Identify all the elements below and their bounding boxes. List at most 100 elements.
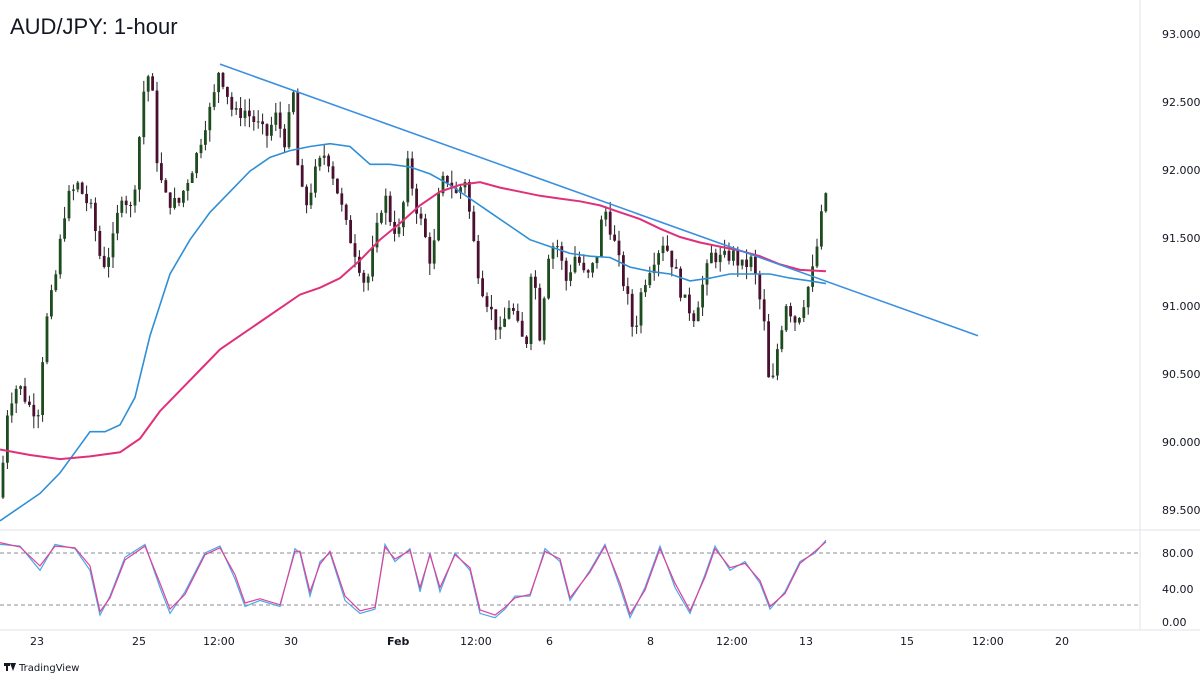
- candle-body: [652, 264, 656, 274]
- candle-body: [340, 193, 344, 205]
- x-tick-label: 12:00: [716, 635, 748, 648]
- candle-body: [727, 250, 731, 261]
- tradingview-logo-icon: [4, 663, 16, 671]
- candle-body: [507, 307, 511, 319]
- price-pane[interactable]: AUD/JPY: 1-hour: [0, 0, 1140, 530]
- y-tick-label: 89.500: [1162, 504, 1200, 517]
- candle-body: [309, 192, 313, 206]
- candle-body: [54, 274, 58, 291]
- candle-body: [758, 274, 762, 300]
- candle-body: [784, 306, 788, 331]
- candle-body: [573, 256, 577, 273]
- descending-trendline[interactable]: [219, 63, 979, 337]
- candle-body: [547, 258, 550, 299]
- candle-body: [490, 306, 493, 310]
- time-axis[interactable]: 23 25 12:00 30 Feb 12:00 6 8 12:00 13 15…: [0, 629, 1200, 648]
- moving-average-pink: [0, 181, 827, 461]
- candle-body: [151, 76, 154, 91]
- price-pane-background: [0, 0, 1140, 530]
- oscillator-pane[interactable]: 80.00 40.00 0.00: [0, 539, 1194, 629]
- candle-body: [639, 292, 643, 326]
- candle-body: [116, 212, 119, 234]
- candle-body: [6, 415, 9, 463]
- candle-body: [217, 72, 220, 93]
- candle-body: [349, 219, 352, 244]
- candle-body: [67, 190, 71, 219]
- chart-title: AUD/JPY: 1-hour: [10, 14, 178, 39]
- candle-body: [230, 96, 234, 110]
- candle-body: [380, 212, 383, 223]
- candle-body: [406, 158, 410, 203]
- candle-body: [762, 299, 766, 322]
- candle-body: [336, 178, 339, 194]
- candle-body: [432, 240, 436, 264]
- oscillator-d-line: [0, 541, 827, 616]
- candle-body: [76, 182, 80, 190]
- candle-body: [353, 243, 357, 257]
- candle-body: [600, 219, 603, 257]
- candle-body: [688, 294, 691, 314]
- x-tick-label: 6: [546, 635, 553, 648]
- candle-body: [322, 155, 326, 158]
- candle-body: [674, 267, 678, 269]
- candle-body: [512, 307, 515, 311]
- candle-body: [239, 108, 242, 119]
- candle-body: [454, 188, 458, 193]
- candle-body: [234, 108, 238, 110]
- candle-body: [820, 211, 823, 247]
- candle-body: [560, 246, 564, 261]
- candle-body: [36, 415, 40, 417]
- candle-body: [718, 254, 722, 263]
- candle-body: [305, 186, 308, 206]
- candle-body: [736, 250, 740, 266]
- candle-body: [208, 106, 212, 131]
- candle-body: [798, 317, 801, 323]
- price-axis[interactable]: 93.000 92.500 92.000 91.500 91.000 90.50…: [1139, 0, 1200, 630]
- candle-body: [327, 155, 330, 167]
- candle-body: [41, 362, 44, 416]
- candle-body: [252, 116, 256, 123]
- y-tick-label: 93.000: [1162, 28, 1200, 41]
- candle-body: [494, 309, 498, 330]
- candle-body: [292, 92, 295, 113]
- candle-body: [85, 193, 88, 204]
- candle-body: [534, 276, 537, 288]
- y-tick-label: 92.000: [1162, 164, 1200, 177]
- candle-body: [476, 241, 480, 279]
- candle-body: [771, 375, 775, 378]
- candle-body: [542, 298, 546, 341]
- candle-body: [318, 157, 322, 167]
- candle-body: [428, 237, 432, 264]
- candle-body: [314, 166, 317, 193]
- candle-body: [617, 240, 621, 256]
- candle-body: [19, 386, 22, 389]
- candle-body: [683, 294, 687, 298]
- x-tick-label: 23: [30, 635, 44, 648]
- y-tick-label: 90.500: [1162, 368, 1200, 381]
- candle-body: [446, 175, 449, 183]
- candle-body: [204, 130, 207, 145]
- candle-body: [296, 92, 300, 166]
- candle-body: [732, 250, 735, 261]
- candle-body: [776, 349, 779, 376]
- candle-body: [670, 250, 674, 268]
- candle-body: [388, 195, 392, 222]
- oscillator-k-line: [0, 539, 827, 620]
- brand-label: TradingView: [18, 663, 79, 674]
- candle-body: [402, 202, 405, 228]
- brand[interactable]: TradingView: [4, 663, 79, 674]
- candle-body: [384, 195, 388, 213]
- candle-body: [696, 307, 700, 322]
- candle-body: [789, 306, 792, 317]
- candle-body: [50, 290, 53, 317]
- candle-body: [1, 462, 5, 498]
- x-tick-label: 25: [132, 635, 146, 648]
- candle-body: [754, 256, 757, 275]
- x-tick-label: 8: [647, 635, 654, 648]
- candle-body: [472, 211, 476, 242]
- candle-body: [287, 112, 291, 148]
- candle-body: [608, 211, 612, 235]
- candle-body: [133, 189, 137, 206]
- candle-body: [710, 252, 713, 264]
- candle-body: [300, 165, 304, 187]
